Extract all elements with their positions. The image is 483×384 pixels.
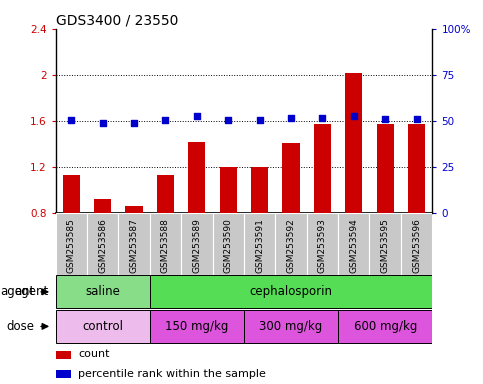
Bar xyxy=(63,175,80,213)
Text: 150 mg/kg: 150 mg/kg xyxy=(165,320,228,333)
Point xyxy=(287,114,295,121)
Text: GSM253587: GSM253587 xyxy=(129,218,139,273)
Text: GSM253596: GSM253596 xyxy=(412,218,421,273)
Point xyxy=(319,114,327,121)
Bar xyxy=(408,124,425,213)
Bar xyxy=(307,213,338,275)
Bar xyxy=(377,124,394,213)
Bar xyxy=(220,167,237,213)
Text: agent: agent xyxy=(0,285,35,298)
Text: GSM253586: GSM253586 xyxy=(98,218,107,273)
Bar xyxy=(150,213,181,275)
Bar xyxy=(275,213,307,275)
Bar xyxy=(157,175,174,213)
Text: 300 mg/kg: 300 mg/kg xyxy=(259,320,323,333)
Text: percentile rank within the sample: percentile rank within the sample xyxy=(78,369,266,379)
Point xyxy=(130,120,138,126)
Bar xyxy=(181,213,213,275)
Point xyxy=(193,113,201,119)
Point xyxy=(256,117,264,123)
Bar xyxy=(401,213,432,275)
Bar xyxy=(150,275,432,308)
Bar xyxy=(369,213,401,275)
Bar xyxy=(244,310,338,343)
Text: dose: dose xyxy=(7,320,35,333)
Text: count: count xyxy=(78,349,110,359)
Text: 600 mg/kg: 600 mg/kg xyxy=(354,320,417,333)
Bar xyxy=(56,370,71,378)
Text: GSM253585: GSM253585 xyxy=(67,218,76,273)
Text: cephalosporin: cephalosporin xyxy=(250,285,332,298)
Bar xyxy=(118,213,150,275)
Bar xyxy=(345,73,362,213)
Bar xyxy=(56,310,150,343)
Bar xyxy=(94,199,111,213)
Bar xyxy=(150,310,244,343)
Bar xyxy=(56,275,150,308)
Bar xyxy=(56,213,87,275)
Text: agent: agent xyxy=(14,285,48,298)
Bar xyxy=(56,351,71,359)
Point xyxy=(224,117,232,123)
Text: GSM253588: GSM253588 xyxy=(161,218,170,273)
Point xyxy=(161,117,170,123)
Point xyxy=(68,117,75,123)
Text: GSM253590: GSM253590 xyxy=(224,218,233,273)
Bar xyxy=(87,213,118,275)
Point xyxy=(382,116,389,122)
Bar xyxy=(338,213,369,275)
Bar xyxy=(314,124,331,213)
Bar xyxy=(338,310,432,343)
Text: control: control xyxy=(82,320,123,333)
Bar xyxy=(251,167,268,213)
Text: saline: saline xyxy=(85,285,120,298)
Text: GSM253593: GSM253593 xyxy=(318,218,327,273)
Bar xyxy=(126,206,142,213)
Bar xyxy=(188,142,205,213)
Bar xyxy=(213,213,244,275)
Bar xyxy=(244,213,275,275)
Point xyxy=(412,116,420,122)
Text: GSM253592: GSM253592 xyxy=(286,218,296,273)
Point xyxy=(350,113,357,119)
Bar xyxy=(283,143,299,213)
Text: GSM253589: GSM253589 xyxy=(192,218,201,273)
Text: GSM253595: GSM253595 xyxy=(381,218,390,273)
Text: GDS3400 / 23550: GDS3400 / 23550 xyxy=(56,14,178,28)
Point xyxy=(99,120,107,126)
Text: GSM253591: GSM253591 xyxy=(255,218,264,273)
Text: GSM253594: GSM253594 xyxy=(349,218,358,273)
